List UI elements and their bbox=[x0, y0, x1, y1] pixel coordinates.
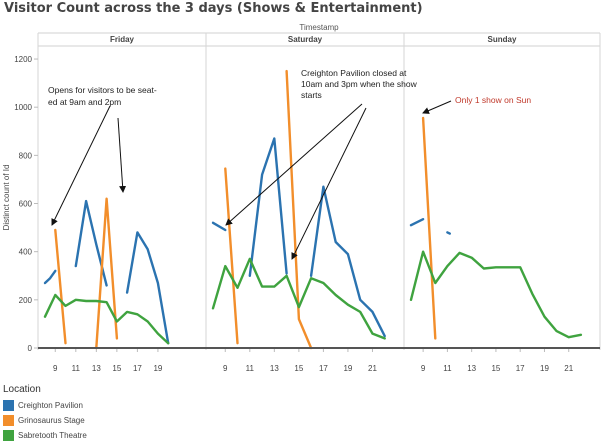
annotation-text: Only 1 show on Sun bbox=[455, 95, 531, 105]
series-line-grinosaurus bbox=[285, 69, 313, 350]
series-line-sabretooth bbox=[409, 250, 583, 339]
x-tick-label: 9 bbox=[421, 364, 426, 373]
series-line-grinosaurus bbox=[54, 228, 67, 345]
x-tick-label: 11 bbox=[246, 364, 255, 373]
legend-item-sabretooth[interactable]: Sabretooth Theatre bbox=[3, 428, 87, 443]
legend-swatch-creighton bbox=[3, 400, 14, 411]
series-line-creighton bbox=[43, 269, 57, 285]
x-tick-label: 17 bbox=[516, 364, 525, 373]
column-header: Timestamp bbox=[299, 23, 339, 32]
y-tick-label: 400 bbox=[19, 248, 33, 257]
annotation-arrow bbox=[51, 105, 111, 226]
annotation-line: 10am and 3pm when the show bbox=[301, 79, 418, 89]
y-tick-label: 600 bbox=[19, 200, 33, 209]
panel-title-saturday: Saturday bbox=[288, 35, 323, 44]
x-tick-label: 21 bbox=[368, 364, 377, 373]
legend: Location Creighton Pavilion Grinosaurus … bbox=[3, 384, 87, 443]
annotation-line: Creighton Pavilion closed at bbox=[301, 68, 407, 78]
chart-title: Visitor Count across the 3 days (Shows &… bbox=[4, 1, 423, 16]
x-tick-label: 15 bbox=[294, 364, 303, 373]
panel-title-friday: Friday bbox=[110, 35, 135, 44]
chart: Timestamp Friday 9 11 13 15 17 19 Saturday 9 11 13 1… bbox=[2, 23, 601, 373]
x-tick-label: 17 bbox=[133, 364, 142, 373]
panel-title-sunday: Sunday bbox=[488, 35, 517, 44]
series-line-sabretooth bbox=[43, 293, 170, 345]
series-line-sabretooth bbox=[211, 257, 386, 340]
legend-label-creighton: Creighton Pavilion bbox=[18, 401, 83, 410]
x-tick-label: 9 bbox=[223, 364, 228, 373]
x-tick-label: 15 bbox=[112, 364, 121, 373]
series-line-grinosaurus bbox=[95, 197, 119, 350]
legend-swatch-grinosaurus bbox=[3, 415, 14, 426]
legend-item-creighton[interactable]: Creighton Pavilion bbox=[3, 398, 87, 413]
series-line-creighton bbox=[309, 185, 386, 338]
x-tick-label: 13 bbox=[467, 364, 476, 373]
x-tick-label: 19 bbox=[343, 364, 352, 373]
series-line-grinosaurus bbox=[224, 167, 239, 345]
x-tick-label: 21 bbox=[564, 364, 573, 373]
series-line-creighton bbox=[211, 221, 227, 232]
x-tick-label: 17 bbox=[319, 364, 328, 373]
x-tick-label: 9 bbox=[53, 364, 58, 373]
series-line-grinosaurus bbox=[421, 116, 437, 340]
annotation-arrow bbox=[291, 107, 367, 260]
legend-swatch-sabretooth bbox=[3, 430, 14, 441]
x-tick-label: 19 bbox=[153, 364, 162, 373]
y-tick-label: 0 bbox=[28, 344, 33, 353]
series-line-creighton bbox=[248, 137, 288, 277]
series-line-creighton bbox=[125, 231, 170, 345]
annotation-line: ed at 9am and 2pm bbox=[48, 97, 121, 107]
annotation-text: Creighton Pavilion closed at 10am and 3pm… bbox=[301, 68, 418, 100]
annotation-arrow bbox=[422, 100, 452, 114]
legend-label-sabretooth: Sabretooth Theatre bbox=[18, 431, 87, 440]
x-tick-label: 11 bbox=[443, 364, 452, 373]
legend-title: Location bbox=[3, 384, 41, 395]
x-tick-label: 13 bbox=[92, 364, 101, 373]
x-tick-label: 19 bbox=[540, 364, 549, 373]
y-tick-label: 800 bbox=[19, 151, 33, 160]
series-line-creighton bbox=[446, 231, 451, 235]
x-tick-label: 11 bbox=[72, 364, 81, 373]
annotation-line: Only 1 show on Sun bbox=[455, 95, 531, 105]
annotation-line: starts bbox=[301, 90, 322, 100]
legend-label-grinosaurus: Grinosaurus Stage bbox=[18, 416, 85, 425]
annotation-line: Opens for visitors to be seat- bbox=[48, 85, 157, 95]
annotation-arrow bbox=[225, 103, 363, 226]
y-tick-label: 200 bbox=[19, 296, 33, 305]
series-line-creighton bbox=[409, 217, 425, 227]
y-tick-label: 1000 bbox=[14, 103, 32, 112]
annotation-arrow bbox=[117, 117, 127, 193]
x-tick-label: 15 bbox=[491, 364, 500, 373]
legend-item-grinosaurus[interactable]: Grinosaurus Stage bbox=[3, 413, 87, 428]
x-tick-label: 13 bbox=[270, 364, 279, 373]
y-tick-label: 1200 bbox=[14, 55, 32, 64]
annotation-text: Opens for visitors to be seat-ed at 9am … bbox=[48, 85, 157, 107]
y-axis-label: Distinct count of Id bbox=[2, 165, 11, 231]
